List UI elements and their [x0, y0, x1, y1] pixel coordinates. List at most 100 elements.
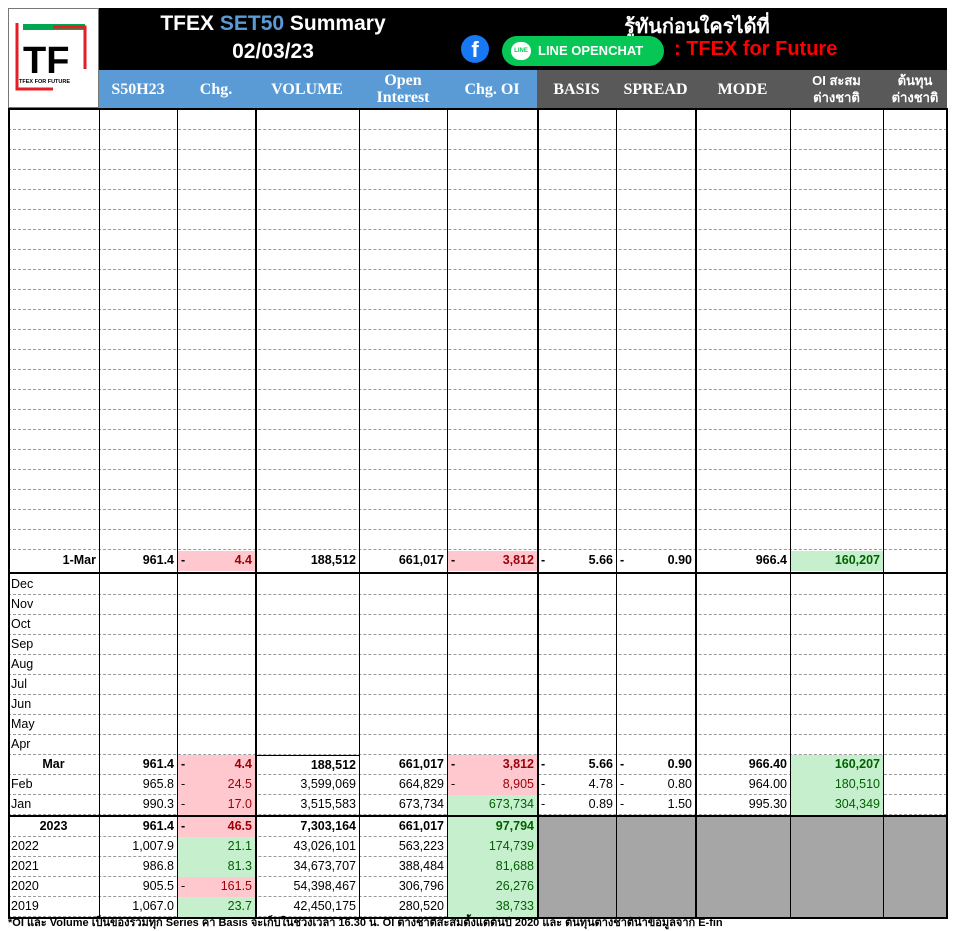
column-divider [8, 108, 10, 919]
col-header-mode: MODE [695, 70, 790, 108]
negative-sign: - [181, 777, 186, 791]
negative-sign: - [181, 757, 186, 771]
header-bottom-border [8, 108, 947, 110]
column-divider [177, 108, 178, 919]
col-header-oi: Open Interest [359, 70, 447, 108]
basis-cell: 4.78 [588, 777, 613, 791]
volume-cell: 3,515,583 [300, 797, 356, 811]
negative-sign: - [451, 553, 456, 567]
column-divider [790, 108, 791, 919]
month-label: Jun [11, 697, 32, 711]
daily-empty-row [8, 350, 947, 370]
oi-cell: 280,520 [398, 899, 444, 913]
col-header-basis: BASIS [537, 70, 616, 108]
price-cell: 961.4 [142, 553, 174, 567]
chg-cell: 24.5 [177, 775, 255, 795]
negative-sign: - [451, 777, 456, 791]
oi-cell: 673,734 [398, 797, 444, 811]
month-label: May [11, 717, 35, 731]
tfex-logo: TF TFEX FOR FUTURE [8, 8, 99, 108]
month-label: Jul [11, 677, 27, 691]
oi-cell: 388,484 [398, 859, 444, 873]
line-icon: LINE [511, 42, 531, 60]
column-divider [447, 108, 448, 919]
oi-cell: 661,017 [398, 553, 444, 567]
line-openchat-label: LINE OPENCHAT [538, 43, 644, 58]
month-row: Mar 961.4 4.4-188,512 661,017 3,812-5.66-0.9… [8, 755, 947, 775]
volume-cell: 34,673,707 [293, 859, 356, 873]
basis-cell: 0.89 [588, 797, 613, 811]
month-row: Jul [8, 675, 947, 695]
daily-empty-row [8, 530, 947, 550]
daily-empty-row [8, 410, 947, 430]
volume-cell: 42,450,175 [293, 899, 356, 913]
daily-empty-row [8, 210, 947, 230]
facebook-icon[interactable]: f [461, 35, 489, 63]
month-label: Nov [11, 597, 34, 611]
volume-cell: 43,026,101 [293, 839, 356, 853]
negative-sign: - [541, 777, 546, 791]
col-header-contract: S50H23 [99, 70, 177, 108]
negative-sign: - [181, 553, 186, 567]
chg-cell: 17.0 [177, 795, 255, 815]
spread-cell: 0.90 [667, 757, 692, 771]
daily-empty-row [8, 330, 947, 350]
month-row: Oct [8, 615, 947, 635]
footnote: *OI และ Volume เป็นของรวมทุก Series ค่า … [8, 917, 723, 929]
negative-sign: - [620, 757, 625, 771]
column-divider [695, 108, 697, 919]
mode-cell: 966.40 [748, 757, 787, 771]
daily-empty-row [8, 230, 947, 250]
logo-letters: TF [23, 40, 69, 82]
report-title: TFEX SET50 Summary 02/03/23 [99, 8, 447, 70]
month-label: Aug [11, 657, 34, 671]
year-label: 2020 [11, 879, 39, 893]
basis-cell: 5.66 [588, 757, 613, 771]
col-header-chg: Chg. [177, 70, 255, 108]
year-label: 2019 [11, 899, 39, 913]
price-cell: 1,007.9 [132, 839, 174, 853]
chg-oi-cell: 97,794 [447, 817, 537, 837]
line-openchat-button[interactable]: LINE LINE OPENCHAT [502, 36, 664, 66]
chg-cell: 161.5 [177, 877, 255, 897]
daily-empty-row [8, 290, 947, 310]
chg-cell: 81.3 [177, 857, 255, 877]
col-header-volume: VOLUME [255, 70, 359, 108]
table-bottom-border [8, 917, 947, 919]
month-label: Jan [11, 797, 32, 811]
month-row: Aug [8, 655, 947, 675]
month-label: Feb [11, 777, 33, 791]
negative-sign: - [181, 819, 186, 833]
oi-cell: 661,017 [398, 819, 444, 833]
year-row: 2021 986.8 81.3 34,673,707 388,484 81,688 [8, 857, 537, 877]
col-header-foreign-oi: OI สะสม ต่างชาติ [790, 70, 883, 108]
daily-empty-row [8, 430, 947, 450]
logo-tagline: TFEX FOR FUTURE [19, 79, 70, 85]
chg-cell: 21.1 [177, 837, 255, 857]
price-cell: 1,067.0 [132, 899, 174, 913]
title-line: TFEX SET50 Summary [99, 12, 447, 36]
price-cell: 965.8 [142, 777, 174, 791]
negative-sign: - [541, 553, 546, 567]
price-cell: 961.4 [142, 757, 174, 771]
negative-sign: - [620, 553, 625, 567]
negative-sign: - [451, 757, 456, 771]
report-date: 02/03/23 [232, 40, 314, 63]
month-row: May [8, 715, 947, 735]
daily-empty-row [8, 390, 947, 410]
price-cell: 905.5 [142, 879, 174, 893]
volume-cell: 188,512 [255, 755, 359, 775]
daily-empty-row [8, 130, 947, 150]
column-divider [359, 108, 360, 919]
group-name: : TFEX for Future [674, 38, 838, 60]
year-row: 2020 905.5 161.5- 54,398,467 306,796 26,276 [8, 877, 537, 897]
month-label: Sep [11, 637, 34, 651]
foreign-oi-cell: 304,349 [790, 795, 883, 815]
year-label: 2022 [11, 839, 39, 853]
daily-empty-row [8, 190, 947, 210]
promo-banner: รู้ทันก่อนใครได้ที่ f LINE LINE OPENCHAT… [447, 8, 947, 70]
price-cell: 961.4 [142, 819, 174, 833]
mode-cell: 964.00 [748, 777, 787, 791]
oi-cell: 563,223 [398, 839, 444, 853]
section-divider [8, 815, 947, 817]
